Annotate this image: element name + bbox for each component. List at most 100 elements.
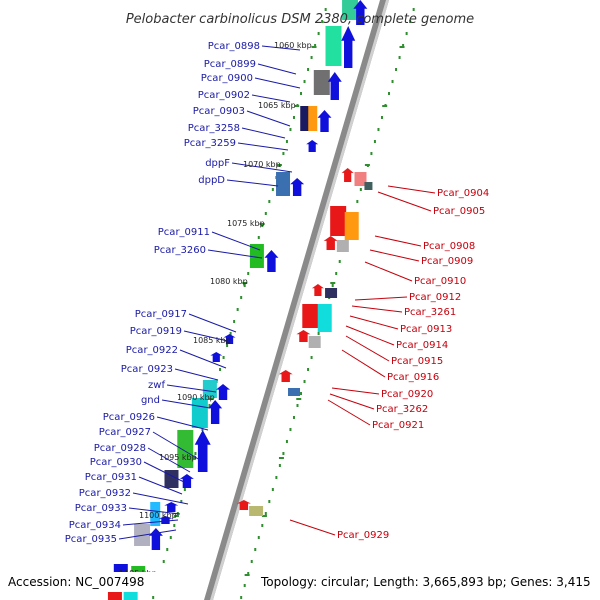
leader-line [341, 349, 386, 378]
track-dot [303, 80, 306, 83]
track-dot [402, 44, 405, 47]
track-dot [289, 428, 292, 431]
gene-label: Pcar_0905 [433, 206, 485, 217]
track-dot [331, 284, 334, 287]
track-dot [271, 488, 274, 491]
leader-line [122, 519, 179, 526]
gene-block [344, 212, 359, 240]
kbp-label: 1060 kbp [274, 41, 312, 50]
gene-arrow [278, 370, 293, 382]
gene-label: Pcar_3259 [184, 138, 236, 149]
gene-label: Pcar_0915 [391, 356, 443, 367]
kbp-tick [261, 515, 267, 517]
footer-right-bg [258, 572, 598, 592]
kbp-label: 1070 kbp [243, 160, 281, 169]
gene-block [364, 182, 373, 190]
gene-block [354, 172, 367, 186]
kbp-tick [330, 282, 336, 284]
gene-arrow [327, 72, 342, 100]
leader-line [351, 305, 403, 313]
kbp-tick [296, 398, 302, 400]
gene-arrow [290, 178, 305, 196]
kbp-tick [190, 457, 196, 459]
gene-arrow [223, 334, 236, 344]
track-dot [321, 20, 324, 23]
gene-label: Pcar_0912 [409, 292, 461, 303]
gene-label: dppF [205, 158, 230, 169]
track-dot [226, 344, 229, 347]
gene-arrow [296, 330, 311, 342]
track-dot [338, 260, 341, 263]
leader-line [152, 431, 201, 461]
track-dot [405, 32, 408, 35]
gene-label: Pcar_0908 [423, 241, 475, 252]
gene-label: Pcar_0911 [158, 227, 210, 238]
gene-label: Pcar_0913 [400, 324, 452, 335]
gene-label: Pcar_0935 [65, 534, 117, 545]
kbp-label: 1095 kbp [159, 453, 197, 462]
leader-line [257, 63, 297, 75]
leader-line [132, 492, 189, 505]
track-dot [219, 368, 222, 371]
leader-line [231, 162, 293, 173]
gene-label: Pcar_0902 [198, 90, 250, 101]
kbp-label: 1065 kbp [258, 101, 296, 110]
gene-arrow [264, 250, 279, 272]
gene-block [308, 336, 321, 348]
track-dot [282, 152, 285, 155]
track-dot [166, 548, 169, 551]
kbp-tick [311, 46, 317, 48]
track-dot [169, 536, 172, 539]
gene-block [300, 106, 310, 131]
track-dot [335, 272, 338, 275]
gene-label: Pcar_0910 [414, 276, 466, 287]
leader-line [161, 399, 211, 409]
gene-block [150, 502, 161, 526]
gene-label: Pcar_3260 [154, 245, 206, 256]
gene-label: Pcar_3258 [188, 123, 240, 134]
gene-arrow [317, 110, 332, 132]
track-dot [314, 44, 317, 47]
leader-line [374, 235, 422, 247]
track-dot [271, 188, 274, 191]
gene-block [342, 0, 359, 20]
gene-label: Pcar_0921 [372, 420, 424, 431]
gene-arrow [236, 500, 251, 510]
gene-block [288, 388, 301, 396]
gene-arrow [210, 352, 223, 362]
leader-line [211, 231, 261, 251]
gene-arrow [158, 516, 173, 524]
track-dot [233, 320, 236, 323]
track-dot [194, 452, 197, 455]
gene-label: Pcar_0934 [69, 520, 121, 531]
track-dot [310, 56, 313, 59]
leader-line [251, 94, 291, 103]
gene-arrow [179, 474, 194, 488]
gene-label: Pcar_0932 [79, 488, 131, 499]
track-dot [324, 8, 327, 11]
track-dot [254, 548, 257, 551]
kbp-tick [259, 223, 265, 225]
track-dot [391, 80, 394, 83]
leader-line [331, 387, 380, 395]
gene-label: Pcar_0923 [121, 364, 173, 375]
kbp-tick [208, 398, 214, 400]
leader-line [118, 529, 177, 540]
leader-line [246, 110, 291, 127]
track-dot [292, 116, 295, 119]
gene-label: Pcar_0904 [437, 188, 489, 199]
leader-line [364, 261, 413, 282]
track-dot [229, 332, 232, 335]
gene-arrow [208, 400, 223, 424]
gene-label: gnd [141, 395, 160, 406]
gene-arrow [194, 430, 211, 472]
kbp-label: 1100 kbp [139, 511, 177, 520]
leader-line [241, 127, 286, 139]
gene-arrow [216, 384, 231, 400]
gene-label: Pcar_0898 [208, 41, 260, 52]
gene-label: Pcar_0933 [75, 503, 127, 514]
gene-block [308, 106, 318, 131]
gene-block [302, 304, 319, 328]
track-dot [300, 92, 303, 95]
gene-arrow [164, 502, 179, 512]
